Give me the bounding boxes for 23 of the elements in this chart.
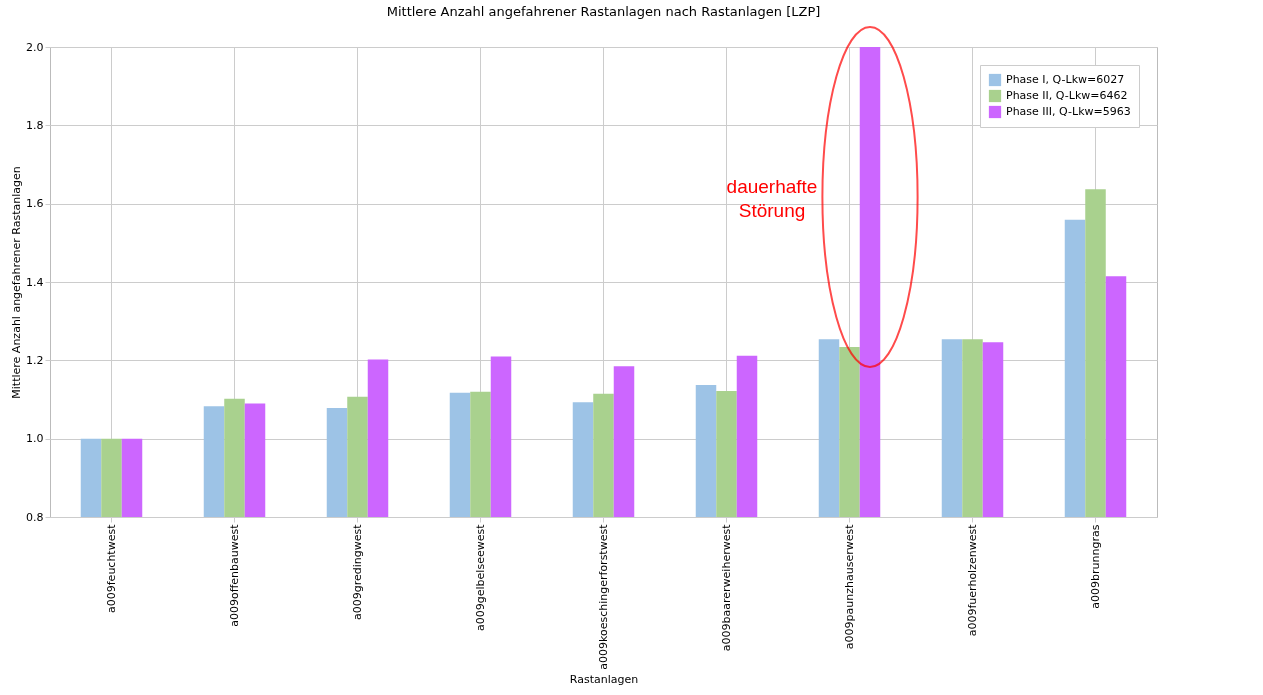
x-tick-label: a009gredingwest [350, 523, 364, 621]
x-tick-label: a009koeschingerforstwest [596, 523, 610, 670]
x-tick-label: a009fuerholzenwest [965, 523, 979, 637]
x-tick-label: a009baarerweiherwest [719, 523, 733, 652]
legend-label: Phase III, Q-Lkw=5963 [1006, 105, 1131, 118]
x-tick-label: a009brunngras [1088, 524, 1102, 609]
x-tick-label: a009offenbauwest [227, 523, 241, 627]
x-tick-label: a009feuchtwest [104, 523, 118, 613]
x-tick-label: a009gelbelseewest [473, 523, 487, 631]
chart-title: Mittlere Anzahl angefahrener Rastanlagen nach Rastanlagen [LZP] [386, 4, 821, 19]
y-tick-label: 1.2 [26, 353, 44, 367]
legend-label: Phase I, Q-Lkw=6027 [1006, 73, 1125, 86]
x-axis-title: Rastanlagen [569, 672, 639, 686]
y-tick-label: 2.0 [26, 40, 44, 54]
annotation: dauerhafte Störung [726, 176, 818, 221]
legend-label: Phase II, Q-Lkw=6462 [1006, 89, 1128, 102]
y-tick-label: 1.8 [26, 118, 44, 132]
y-axis-title: Mittlere Anzahl angefahrener Rastanlagen [10, 166, 24, 399]
x-tick-label: a009paunzhauserwest [842, 523, 856, 650]
y-tick-label: 1.4 [26, 275, 44, 289]
y-tick-label: 0.8 [26, 510, 44, 524]
y-tick-label: 1.6 [26, 197, 44, 211]
y-tick-label: 1.0 [26, 432, 44, 446]
